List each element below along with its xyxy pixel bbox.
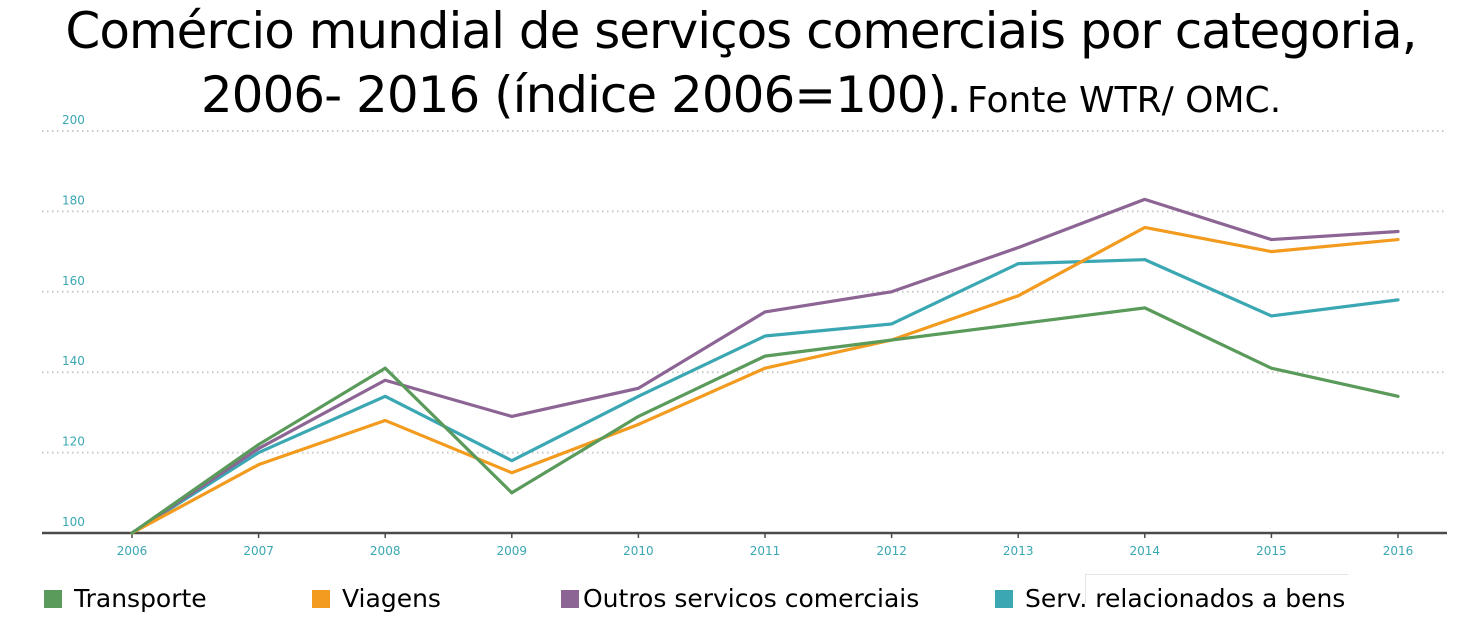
legend-swatch-viagens xyxy=(312,589,330,608)
legend-label-serv-bens: Serv. relacionados a bens xyxy=(1025,584,1346,613)
point-serv-relacionados-a-bens-2008 xyxy=(383,394,387,398)
title-source: Fonte WTR/ OMC. xyxy=(967,80,1282,121)
point-outros-servicos-comerciais-2008 xyxy=(383,378,387,382)
point-transporte-2014 xyxy=(1143,306,1147,310)
point-serv-relacionados-a-bens-2013 xyxy=(1016,262,1020,266)
title-line-2: 2006- 2016 (índice 2006=100). Fonte WTR/ … xyxy=(0,70,1482,120)
point-transporte-2012 xyxy=(890,338,893,342)
point-serv-relacionados-a-bens-2016 xyxy=(1396,298,1400,302)
point-viagens-2011 xyxy=(763,366,767,370)
legend-label-outros: Outros servicos comerciais xyxy=(583,584,920,613)
y-tick-label-180: 180 xyxy=(62,193,85,207)
legend: Transporte Viagens Outros servicos comer… xyxy=(0,584,1482,624)
legend-item-outros: Outros servicos comerciais xyxy=(561,584,919,613)
title-line-1: Comércio mundial de serviços comerciais … xyxy=(65,2,1417,60)
x-axis xyxy=(42,531,1447,538)
x-tick-label-2010: 2010 xyxy=(623,544,654,558)
x-tick-label-2014: 2014 xyxy=(1130,544,1161,558)
y-tick-label-120: 120 xyxy=(62,435,85,449)
legend-swatch-outros xyxy=(561,589,579,608)
legend-label-transporte: Transporte xyxy=(74,584,207,613)
y-tick-label-100: 100 xyxy=(62,515,85,529)
point-outros-servicos-comerciais-2009 xyxy=(510,415,514,418)
legend-swatch-serv-bens xyxy=(995,589,1013,608)
point-serv-relacionados-a-bens-2007 xyxy=(257,451,260,454)
point-viagens-2016 xyxy=(1396,238,1400,241)
x-tick-label-2006: 2006 xyxy=(117,544,148,558)
point-viagens-2009 xyxy=(510,471,514,475)
x-tick-label-2013: 2013 xyxy=(1003,544,1034,558)
point-transporte-2016 xyxy=(1396,394,1400,398)
point-transporte-2007 xyxy=(257,443,260,446)
point-transporte-2009 xyxy=(510,491,514,495)
point-serv-relacionados-a-bens-2014 xyxy=(1143,258,1147,262)
point-viagens-2008 xyxy=(383,419,387,422)
legend-item-transporte: Transporte xyxy=(44,584,207,613)
y-tick-label-160: 160 xyxy=(62,274,85,288)
point-viagens-2010 xyxy=(637,423,640,426)
x-axis-tick-labels: 2006 2007 2008 2009 2010 2011 2012 2013 2014 2015… xyxy=(117,544,1414,558)
series-lines xyxy=(130,197,1400,535)
point-serv-relacionados-a-bens-2010 xyxy=(637,394,640,398)
legend-background-box xyxy=(1085,574,1348,603)
x-tick-label-2011: 2011 xyxy=(750,544,781,558)
point-outros-servicos-comerciais-2014 xyxy=(1143,197,1147,201)
x-tick-label-2015: 2015 xyxy=(1256,544,1287,558)
title-line-2-main: 2006- 2016 (índice 2006=100). xyxy=(200,66,962,124)
series-line-serv-relacionados-a-bens xyxy=(130,258,1400,535)
point-serv-relacionados-a-bens-2015 xyxy=(1270,314,1273,318)
legend-label-viagens: Viagens xyxy=(342,584,441,613)
point-outros-servicos-comerciais-2016 xyxy=(1396,230,1400,233)
point-outros-servicos-comerciais-2015 xyxy=(1270,238,1273,241)
x-tick-label-2008: 2008 xyxy=(370,544,401,558)
y-tick-label-200: 200 xyxy=(62,113,85,127)
point-serv-relacionados-a-bens-2012 xyxy=(890,322,893,326)
series-line-viagens xyxy=(130,225,1400,535)
point-transporte-2015 xyxy=(1270,366,1273,370)
series-line-outros-servicos-comerciais xyxy=(130,197,1400,535)
legend-item-viagens: Viagens xyxy=(312,584,441,613)
point-outros-servicos-comerciais-2007 xyxy=(257,447,260,450)
point-transporte-2013 xyxy=(1016,322,1020,326)
point-transporte-2006 xyxy=(130,531,134,535)
point-outros-servicos-comerciais-2012 xyxy=(890,290,893,294)
point-viagens-2013 xyxy=(1016,294,1020,298)
x-tick-label-2007: 2007 xyxy=(243,544,274,558)
point-serv-relacionados-a-bens-2009 xyxy=(510,459,514,463)
y-axis-tick-labels: 100 120 140 160 180 200 xyxy=(62,113,85,529)
x-tick-label-2009: 2009 xyxy=(497,544,528,558)
grid-lines xyxy=(42,130,1447,454)
legend-swatch-transporte xyxy=(44,589,62,608)
point-outros-servicos-comerciais-2010 xyxy=(637,386,640,390)
legend-item-serv-bens: Serv. relacionados a bens xyxy=(995,584,1345,613)
point-viagens-2015 xyxy=(1270,250,1273,254)
x-tick-label-2012: 2012 xyxy=(876,544,907,558)
y-tick-label-140: 140 xyxy=(62,354,85,368)
point-outros-servicos-comerciais-2013 xyxy=(1016,246,1020,249)
point-transporte-2010 xyxy=(637,415,640,418)
point-transporte-2011 xyxy=(763,354,767,358)
point-viagens-2007 xyxy=(257,463,260,467)
x-tick-label-2016: 2016 xyxy=(1383,544,1414,558)
series-line-transporte xyxy=(130,306,1400,535)
point-transporte-2008 xyxy=(383,366,387,370)
point-viagens-2014 xyxy=(1143,226,1147,229)
point-serv-relacionados-a-bens-2011 xyxy=(763,334,767,338)
point-outros-servicos-comerciais-2011 xyxy=(763,310,767,314)
